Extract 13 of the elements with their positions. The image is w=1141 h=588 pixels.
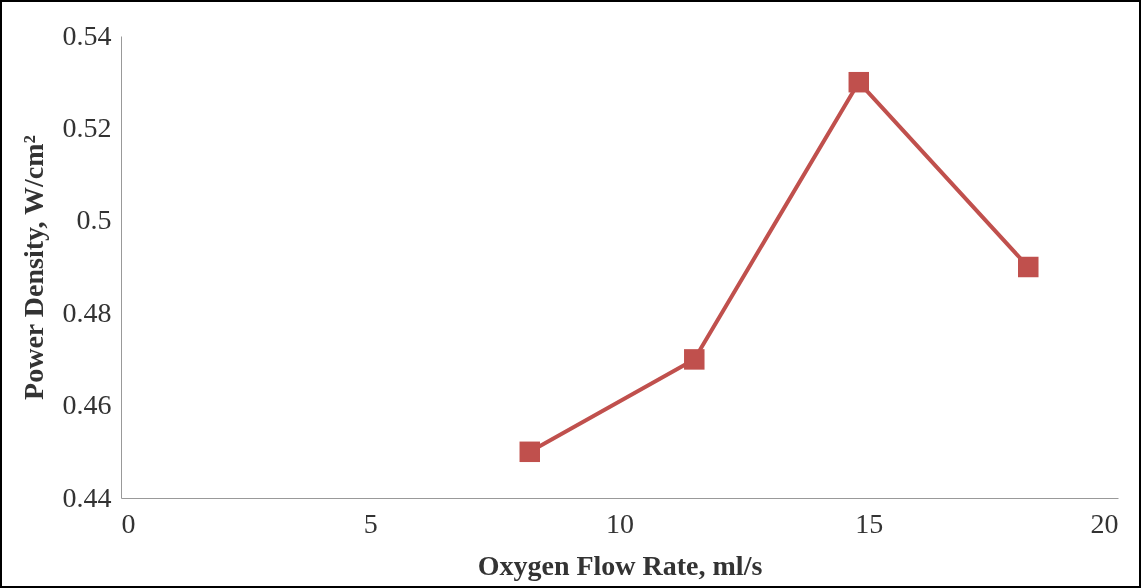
x-tick-label: 10 <box>606 507 634 539</box>
y-tick-label: 0.54 <box>62 19 112 51</box>
y-axis-title: Power Density, W/cm² <box>17 135 49 400</box>
y-tick-label: 0.48 <box>62 296 112 328</box>
x-tick-label: 5 <box>363 507 378 539</box>
x-tick-label: 0 <box>121 507 136 539</box>
x-tick-label: 15 <box>855 507 884 539</box>
y-tick-label: 0.52 <box>62 111 112 143</box>
x-axis-title: Oxygen Flow Rate, ml/s <box>477 549 763 581</box>
y-tick-label: 0.46 <box>62 389 112 421</box>
x-tick-label: 20 <box>1090 507 1119 539</box>
y-tick-label: 0.44 <box>62 481 112 513</box>
y-tick-label: 0.5 <box>76 204 112 236</box>
